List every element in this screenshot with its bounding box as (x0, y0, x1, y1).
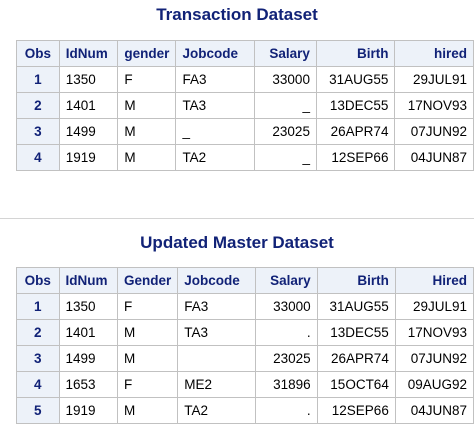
cell-hired: 17NOV93 (394, 92, 474, 119)
cell-gender: F (116, 293, 179, 320)
header-idnum: IdNum (58, 40, 119, 67)
cell-jobcode: ME2 (177, 371, 256, 398)
cell-idnum: 1350 (58, 293, 119, 320)
header-birth: Birth (315, 40, 396, 67)
cell-gender: M (117, 118, 177, 145)
cell-hired: 09AUG92 (394, 371, 474, 398)
cell-salary: . (254, 397, 318, 424)
table-row: 4 1919 M TA2 _ 12SEP66 04JUN87 (16, 144, 474, 171)
table-row: 4 1653 F ME2 31896 15OCT64 09AUG92 (16, 371, 474, 398)
cell-hired: 29JUL91 (394, 66, 474, 93)
transaction-table: Obs IdNum gender Jobcode Salary Birth hi… (16, 40, 474, 171)
cell-gender: M (116, 319, 179, 346)
cell-salary: 23025 (253, 118, 317, 145)
table-row: 3 1499 M _ 23025 26APR74 07JUN92 (16, 118, 474, 145)
cell-jobcode (177, 345, 256, 372)
cell-obs: 5 (16, 397, 60, 424)
header-gender: Gender (116, 267, 179, 294)
cell-jobcode: FA3 (175, 66, 255, 93)
cell-gender: M (117, 92, 177, 119)
table-row: 2 1401 M TA3 _ 13DEC55 17NOV93 (16, 92, 474, 119)
cell-jobcode: TA3 (177, 319, 256, 346)
cell-gender: F (117, 66, 177, 93)
cell-jobcode: FA3 (177, 293, 256, 320)
header-salary: Salary (253, 40, 317, 67)
cell-salary: _ (253, 92, 317, 119)
cell-obs: 2 (16, 92, 60, 119)
transaction-section: Transaction Dataset Obs IdNum gender Job… (0, 0, 474, 218)
cell-birth: 12SEP66 (315, 144, 396, 171)
table-header-row: Obs IdNum Gender Jobcode Salary Birth Hi… (16, 267, 474, 294)
cell-gender: M (116, 345, 179, 372)
section-divider (0, 218, 474, 219)
cell-idnum: 1401 (58, 319, 119, 346)
cell-birth: 26APR74 (315, 118, 396, 145)
cell-hired: 29JUL91 (394, 293, 474, 320)
cell-hired: 07JUN92 (394, 345, 474, 372)
cell-gender: F (116, 371, 179, 398)
cell-idnum: 1499 (58, 345, 119, 372)
cell-jobcode: TA2 (177, 397, 256, 424)
cell-idnum: 1919 (58, 397, 119, 424)
header-obs: Obs (16, 40, 60, 67)
cell-salary: 33000 (254, 293, 318, 320)
cell-idnum: 1350 (58, 66, 119, 93)
table-header-row: Obs IdNum gender Jobcode Salary Birth hi… (16, 40, 474, 67)
cell-idnum: 1653 (58, 371, 119, 398)
cell-salary: 23025 (254, 345, 318, 372)
cell-jobcode: TA2 (175, 144, 255, 171)
cell-salary: . (254, 319, 318, 346)
cell-obs: 1 (16, 66, 60, 93)
header-salary: Salary (254, 267, 318, 294)
header-obs: Obs (16, 267, 60, 294)
transaction-title: Transaction Dataset (156, 5, 318, 24)
table-row: 2 1401 M TA3 . 13DEC55 17NOV93 (16, 319, 474, 346)
master-table: Obs IdNum Gender Jobcode Salary Birth Hi… (16, 267, 474, 424)
cell-birth: 15OCT64 (316, 371, 396, 398)
cell-birth: 12SEP66 (316, 397, 396, 424)
cell-obs: 4 (16, 144, 60, 171)
master-section: Updated Master Dataset Obs IdNum Gender … (0, 220, 474, 439)
cell-obs: 3 (16, 345, 60, 372)
cell-salary: 33000 (253, 66, 317, 93)
header-jobcode: Jobcode (175, 40, 255, 67)
cell-hired: 07JUN92 (394, 118, 474, 145)
table-row: 1 1350 F FA3 33000 31AUG55 29JUL91 (16, 293, 474, 320)
header-jobcode: Jobcode (177, 267, 256, 294)
header-hired: hired (394, 40, 474, 67)
cell-hired: 17NOV93 (394, 319, 474, 346)
cell-obs: 1 (16, 293, 60, 320)
header-hired: Hired (394, 267, 474, 294)
cell-idnum: 1401 (58, 92, 119, 119)
table-row: 1 1350 F FA3 33000 31AUG55 29JUL91 (16, 66, 474, 93)
cell-hired: 04JUN87 (394, 397, 474, 424)
cell-gender: M (117, 144, 177, 171)
cell-birth: 13DEC55 (316, 319, 396, 346)
header-birth: Birth (316, 267, 396, 294)
cell-salary: _ (253, 144, 317, 171)
cell-birth: 31AUG55 (315, 66, 396, 93)
cell-obs: 2 (16, 319, 60, 346)
master-title: Updated Master Dataset (140, 233, 334, 252)
cell-birth: 31AUG55 (316, 293, 396, 320)
cell-idnum: 1919 (58, 144, 119, 171)
cell-salary: 31896 (254, 371, 318, 398)
cell-jobcode: TA3 (175, 92, 255, 119)
cell-birth: 13DEC55 (315, 92, 396, 119)
header-gender: gender (117, 40, 177, 67)
cell-birth: 26APR74 (316, 345, 396, 372)
cell-idnum: 1499 (58, 118, 119, 145)
header-idnum: IdNum (58, 267, 119, 294)
table-row: 3 1499 M 23025 26APR74 07JUN92 (16, 345, 474, 372)
cell-gender: M (116, 397, 179, 424)
cell-jobcode: _ (175, 118, 255, 145)
table-row: 5 1919 M TA2 . 12SEP66 04JUN87 (16, 397, 474, 424)
cell-obs: 3 (16, 118, 60, 145)
cell-obs: 4 (16, 371, 60, 398)
cell-hired: 04JUN87 (394, 144, 474, 171)
